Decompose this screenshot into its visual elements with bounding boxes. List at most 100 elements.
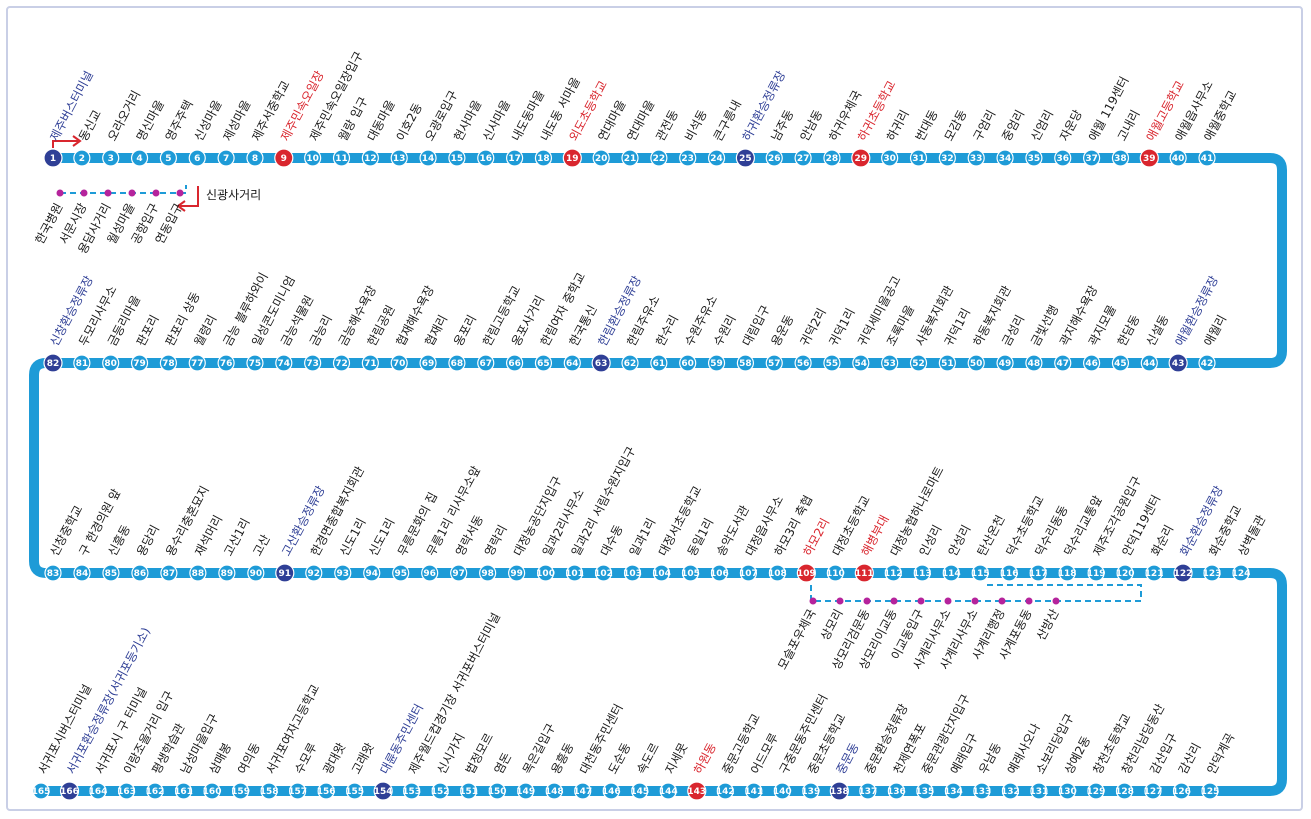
station-marker[interactable] (274, 148, 294, 168)
station-marker[interactable] (1025, 149, 1043, 167)
station-marker[interactable] (594, 564, 613, 582)
station-marker[interactable] (887, 782, 905, 800)
station-marker[interactable] (794, 354, 812, 372)
station-marker[interactable] (1058, 782, 1077, 800)
station-marker[interactable] (59, 781, 80, 801)
station-marker[interactable] (652, 564, 671, 582)
branch-stop[interactable] (1025, 597, 1033, 605)
station-marker[interactable] (621, 149, 639, 167)
station-marker[interactable] (909, 354, 928, 372)
station-marker[interactable] (534, 149, 553, 167)
station-marker[interactable] (1025, 354, 1043, 372)
branch-stop[interactable] (917, 597, 925, 605)
station-marker[interactable] (942, 564, 960, 582)
station-marker[interactable] (73, 354, 91, 372)
station-marker[interactable] (592, 149, 610, 167)
station-marker[interactable] (1087, 564, 1105, 582)
branch-stop[interactable] (809, 597, 817, 605)
station-marker[interactable] (1172, 782, 1191, 800)
branch-stop[interactable] (890, 597, 898, 605)
station-marker[interactable] (160, 564, 178, 582)
station-marker[interactable] (373, 781, 393, 801)
station-marker[interactable] (716, 782, 734, 800)
station-marker[interactable] (247, 564, 265, 582)
station-marker[interactable] (334, 564, 352, 582)
station-marker[interactable] (971, 564, 989, 582)
station-marker[interactable] (1054, 354, 1072, 372)
station-marker[interactable] (1000, 564, 1018, 582)
station-marker[interactable] (317, 782, 335, 800)
station-marker[interactable] (823, 149, 841, 167)
station-marker[interactable] (681, 564, 700, 582)
station-marker[interactable] (802, 782, 820, 800)
station-marker[interactable] (773, 782, 791, 800)
station-marker[interactable] (736, 354, 755, 372)
branch-stop[interactable] (1052, 597, 1060, 605)
station-marker[interactable] (1111, 149, 1130, 167)
station-marker[interactable] (174, 782, 193, 800)
station-marker[interactable] (517, 782, 535, 800)
station-marker[interactable] (1144, 782, 1162, 800)
station-marker[interactable] (938, 354, 956, 372)
station-marker[interactable] (996, 149, 1014, 167)
station-marker[interactable] (361, 149, 379, 167)
station-marker[interactable] (477, 354, 495, 372)
station-marker[interactable] (431, 782, 449, 800)
station-marker[interactable] (1111, 354, 1130, 372)
branch-stop[interactable] (836, 597, 844, 605)
station-marker[interactable] (881, 149, 899, 167)
station-marker[interactable] (536, 564, 555, 582)
station-marker[interactable] (419, 354, 437, 372)
station-marker[interactable] (851, 148, 871, 168)
station-marker[interactable] (304, 149, 322, 167)
station-marker[interactable] (854, 563, 874, 583)
station-marker[interactable] (131, 564, 149, 582)
station-marker[interactable] (1082, 354, 1101, 372)
station-marker[interactable] (246, 354, 264, 372)
branch-stop[interactable] (971, 597, 979, 605)
station-marker[interactable] (305, 564, 323, 582)
station-marker[interactable] (710, 564, 729, 582)
station-marker[interactable] (506, 149, 524, 167)
station-marker[interactable] (89, 782, 107, 800)
station-marker[interactable] (735, 148, 756, 168)
station-marker[interactable] (506, 354, 524, 372)
branch-stop[interactable] (863, 597, 871, 605)
station-marker[interactable] (1001, 782, 1020, 800)
station-marker[interactable] (43, 353, 63, 373)
station-marker[interactable] (1145, 564, 1163, 582)
station-marker[interactable] (1116, 564, 1134, 582)
station-marker[interactable] (967, 354, 985, 372)
station-marker[interactable] (739, 564, 758, 582)
station-marker[interactable] (188, 149, 206, 167)
station-marker[interactable] (881, 354, 899, 372)
station-marker[interactable] (159, 354, 177, 372)
station-marker[interactable] (102, 149, 120, 167)
station-marker[interactable] (768, 564, 786, 582)
station-marker[interactable] (332, 149, 351, 167)
station-marker[interactable] (32, 782, 50, 800)
station-marker[interactable] (944, 782, 962, 800)
station-marker[interactable] (796, 563, 816, 583)
station-marker[interactable] (707, 354, 726, 372)
station-marker[interactable] (938, 149, 956, 167)
station-marker[interactable] (1030, 782, 1048, 800)
station-marker[interactable] (565, 564, 584, 582)
station-marker[interactable] (534, 354, 553, 372)
station-marker[interactable] (289, 782, 307, 800)
branch-stop[interactable] (128, 189, 136, 197)
station-marker[interactable] (1232, 564, 1250, 582)
station-marker[interactable] (421, 564, 439, 582)
station-marker[interactable] (246, 149, 264, 167)
station-marker[interactable] (967, 149, 985, 167)
station-marker[interactable] (260, 782, 278, 800)
station-marker[interactable] (419, 149, 437, 167)
station-marker[interactable] (117, 782, 136, 800)
station-marker[interactable] (574, 782, 592, 800)
station-marker[interactable] (745, 782, 763, 800)
station-marker[interactable] (1173, 563, 1193, 583)
station-marker[interactable] (1139, 148, 1159, 168)
station-marker[interactable] (217, 354, 235, 372)
station-marker[interactable] (1140, 354, 1158, 372)
station-marker[interactable] (1029, 564, 1047, 582)
